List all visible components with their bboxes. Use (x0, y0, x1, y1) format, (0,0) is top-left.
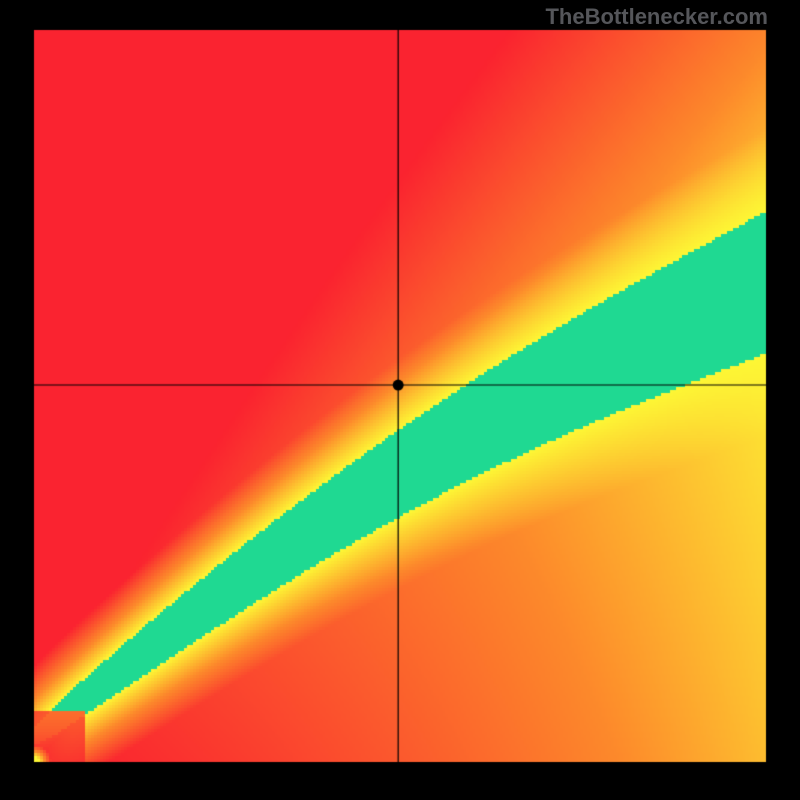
chart-container: TheBottlenecker.com (0, 0, 800, 800)
bottleneck-heatmap (0, 0, 800, 800)
watermark-text: TheBottlenecker.com (545, 4, 768, 30)
